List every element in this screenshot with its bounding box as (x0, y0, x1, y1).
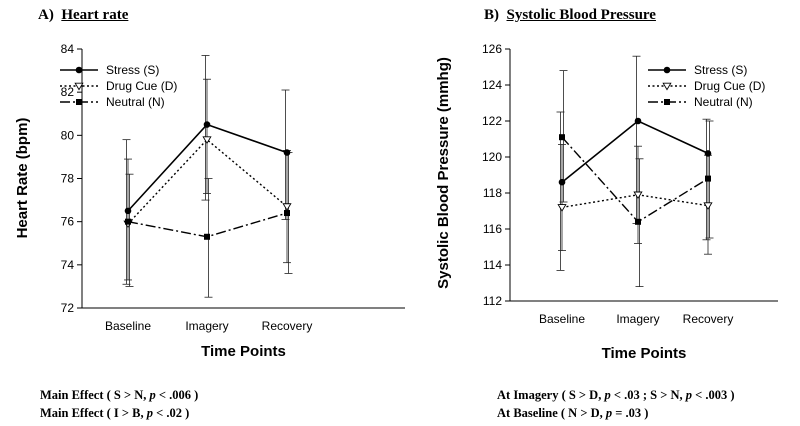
series-line-0 (561, 120, 709, 183)
y-tick-label: 72 (61, 301, 75, 315)
point (705, 175, 711, 182)
point (202, 136, 212, 145)
point (124, 207, 132, 215)
y-tick-label: 126 (482, 42, 502, 56)
y-tick-label: 78 (61, 172, 75, 186)
y-tick-label: 114 (483, 258, 502, 272)
y-tick-label: 118 (483, 186, 502, 200)
point (558, 178, 566, 186)
panel-a-notes: Main Effect ( S > N, p < .006 ) Main Eff… (40, 386, 198, 422)
x-axis-title: Time Points (201, 343, 286, 360)
legend: Stress (S) Drug Cue (D) Neutral (N) (60, 63, 177, 109)
series-line-2 (127, 212, 288, 238)
point (284, 210, 290, 217)
y-tick-label: 124 (482, 78, 502, 92)
point (283, 149, 291, 156)
panel-a-letter: A) (38, 7, 54, 23)
y-tick-label: 84 (61, 42, 75, 56)
y-tick-label: 116 (483, 222, 502, 236)
y-tick-label: 120 (482, 150, 502, 164)
point (703, 202, 713, 211)
legend-label: Stress (S) (694, 63, 747, 77)
x-axis-title: Time Points (602, 345, 687, 362)
point (125, 218, 131, 225)
panel-a-note-2: Main Effect ( I > B, p < .02 ) (40, 406, 190, 420)
point (633, 191, 643, 200)
point (76, 99, 82, 105)
y-tick-label: 82 (61, 85, 75, 99)
point (663, 66, 671, 74)
series-line-1 (127, 138, 288, 225)
y-axis-title: Heart Rate (bpm) (14, 118, 31, 239)
legend: Stress (S) Drug Cue (D) Neutral (N) (648, 63, 765, 109)
series-line-1 (561, 194, 709, 209)
legend-label: Neutral (N) (106, 95, 165, 109)
legend-label: Drug Cue (D) (694, 79, 765, 93)
y-axis-title: Systolic Blood Pressure (mmhg) (435, 57, 452, 289)
y-tick-label: 112 (483, 294, 502, 308)
x-tick-label: Imagery (185, 319, 228, 333)
panel-a-title-text: Heart rate (61, 7, 129, 23)
chart-1: 112 114 116 118 120 122 124 126 Baseline Imagery R… (435, 42, 778, 362)
y-tick-label: 80 (61, 128, 75, 142)
point (557, 204, 567, 212)
legend-label: Drug Cue (D) (106, 79, 177, 93)
x-tick-label: Baseline (539, 312, 585, 326)
point (635, 218, 641, 225)
chart-0: 72 74 76 78 80 82 84 Baseline Imagery Recovery Tim… (14, 42, 405, 360)
point (75, 66, 83, 74)
point (559, 134, 565, 141)
panel-b-note-2: At Baseline ( N > D, p = .03 ) (497, 406, 649, 420)
series-line-2 (561, 136, 709, 223)
legend-label: Neutral (N) (694, 95, 753, 109)
point (664, 99, 670, 105)
panel-a-note-1: Main Effect ( S > N, p < .006 ) (40, 388, 199, 402)
panel-a-title: A) Heart rate (38, 7, 128, 24)
point (204, 233, 210, 240)
x-tick-label: Recovery (262, 319, 313, 333)
x-tick-label: Baseline (105, 319, 151, 333)
point (634, 117, 642, 125)
x-tick-label: Imagery (616, 312, 659, 326)
panel-b-letter: B) (484, 7, 499, 23)
legend-label: Stress (S) (106, 63, 159, 77)
y-tick-label: 74 (61, 258, 75, 272)
panel-b-notes: At Imagery ( S > D, p < .03 ; S > N, p <… (497, 386, 735, 422)
point (282, 203, 292, 212)
point (662, 82, 672, 91)
point (74, 82, 84, 91)
point (704, 150, 712, 157)
point (203, 121, 211, 128)
y-tick-label: 76 (61, 215, 75, 229)
panel-b-title-text: Systolic Blood Pressure (506, 7, 656, 23)
panel-b-note-1: At Imagery ( S > D, p < .03 ; S > N, p <… (497, 388, 735, 402)
y-tick-label: 122 (482, 114, 502, 128)
panel-b-title: B) Systolic Blood Pressure (484, 7, 656, 24)
x-tick-label: Recovery (683, 312, 734, 326)
